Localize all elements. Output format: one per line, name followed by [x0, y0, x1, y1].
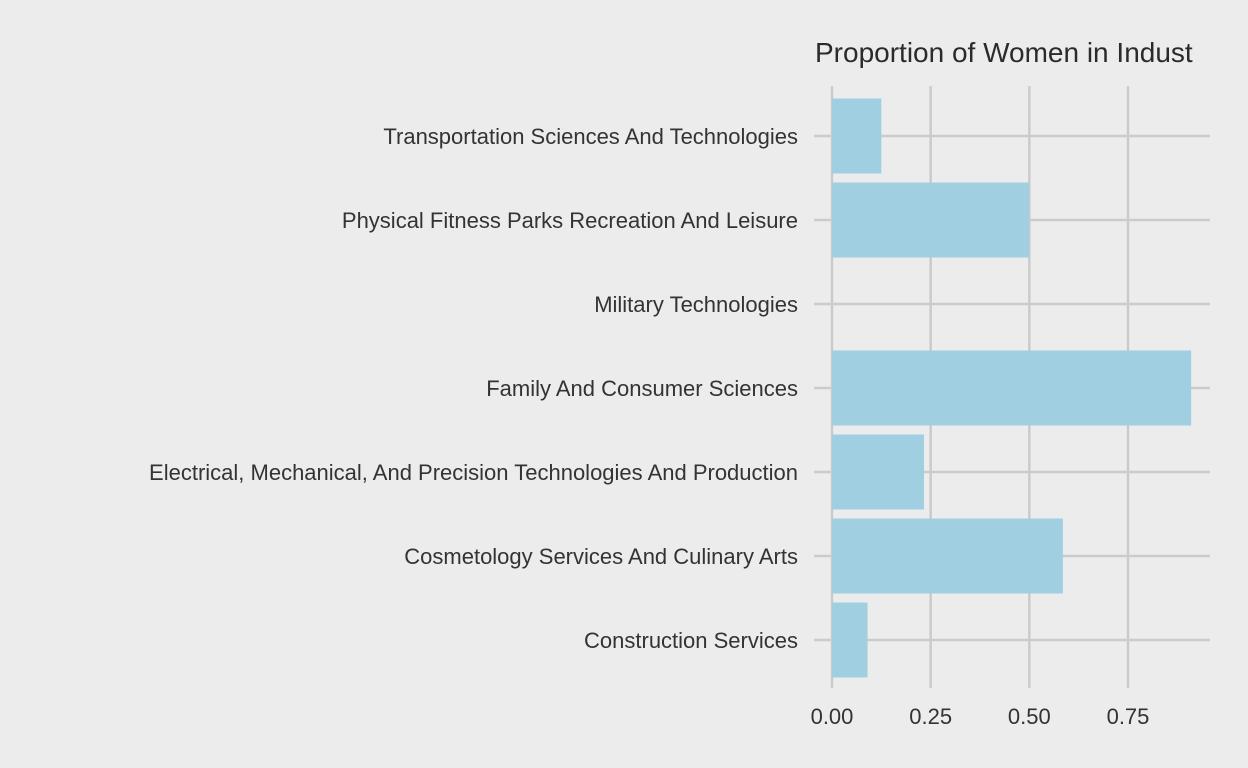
x-tick-label: 0.50 — [1008, 704, 1051, 729]
category-label: Military Technologies — [594, 292, 798, 317]
bars — [832, 98, 1192, 678]
x-tick-label: 0.75 — [1107, 704, 1150, 729]
category-labels: Construction Services Cosmetology Service… — [149, 124, 798, 653]
chart-title: Proportion of Women in Indust — [815, 37, 1193, 68]
x-tick-label: 0.00 — [811, 704, 854, 729]
category-label: Construction Services — [584, 628, 798, 653]
category-label: Cosmetology Services And Culinary Arts — [404, 544, 798, 569]
category-label: Electrical, Mechanical, And Precision Te… — [149, 460, 798, 485]
bar — [832, 350, 1192, 426]
category-label: Physical Fitness Parks Recreation And Le… — [342, 208, 798, 233]
bar — [832, 182, 1030, 258]
bar — [832, 602, 868, 678]
x-tick-labels: 0.00 0.25 0.50 0.75 — [811, 704, 1150, 729]
bar — [832, 518, 1063, 594]
bar — [832, 434, 924, 510]
category-label: Family And Consumer Sciences — [486, 376, 798, 401]
category-label: Transportation Sciences And Technologies — [383, 124, 798, 149]
bar — [832, 98, 882, 174]
x-tick-label: 0.25 — [909, 704, 952, 729]
